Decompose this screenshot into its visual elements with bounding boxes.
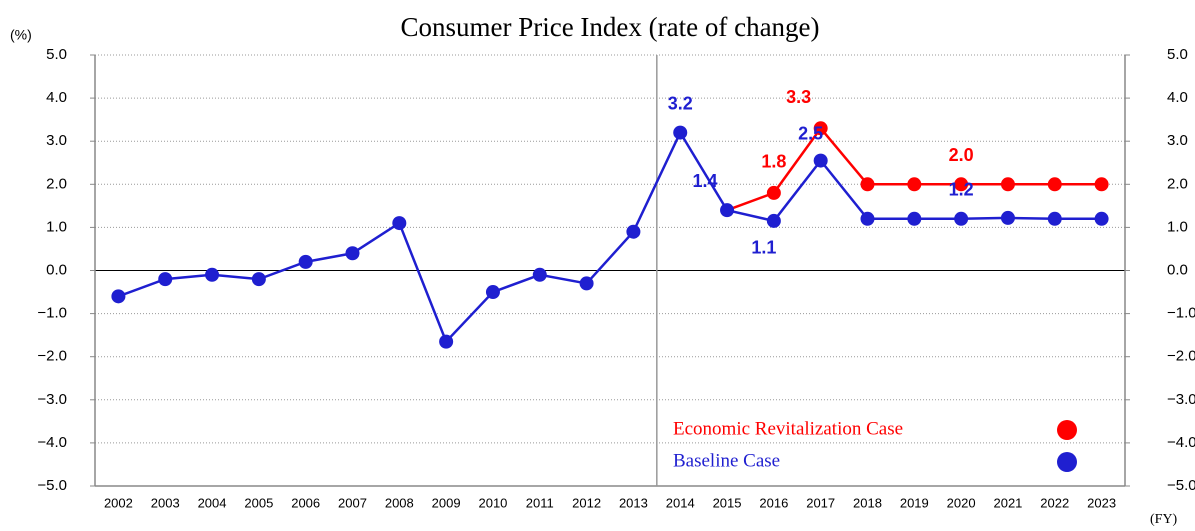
y-tick-label: 5.0 xyxy=(46,46,67,63)
x-tick-label: 2018 xyxy=(853,495,882,510)
point xyxy=(205,267,220,282)
y2-tick-label: −3.0 xyxy=(1167,391,1195,408)
data-label: 1.4 xyxy=(693,171,718,191)
y2-tick-label: −1.0 xyxy=(1167,305,1195,322)
y-tick-label: −2.0 xyxy=(37,348,67,365)
point xyxy=(1094,177,1109,192)
point xyxy=(766,185,781,200)
x-tick-label: 2019 xyxy=(900,495,929,510)
y-tick-label: 1.0 xyxy=(46,218,67,235)
x-tick-label: 2017 xyxy=(806,495,835,510)
point xyxy=(1000,210,1015,225)
point xyxy=(1047,177,1062,192)
y-tick-label: −1.0 xyxy=(37,305,67,322)
y2-tick-label: 3.0 xyxy=(1167,132,1188,149)
data-label: 3.3 xyxy=(786,87,811,107)
x-tick-label: 2003 xyxy=(151,495,180,510)
data-label: 2.5 xyxy=(798,123,823,143)
point xyxy=(860,211,875,226)
point xyxy=(532,267,547,282)
x-tick-label: 2022 xyxy=(1040,495,1069,510)
x-tick-label: 2014 xyxy=(666,495,695,510)
point xyxy=(345,246,360,261)
chart-title: Consumer Price Index (rate of change) xyxy=(400,12,819,42)
x-tick-label: 2002 xyxy=(104,495,133,510)
point xyxy=(766,213,781,228)
x-tick-label: 2004 xyxy=(198,495,227,510)
series-line xyxy=(117,129,1102,344)
legend-marker xyxy=(1057,452,1077,472)
x-tick-label: 2013 xyxy=(619,495,648,510)
legend-label: Baseline Case xyxy=(673,450,780,471)
y-tick-label: −5.0 xyxy=(37,477,67,494)
point xyxy=(626,224,641,239)
point xyxy=(439,334,454,349)
point xyxy=(813,121,828,136)
x-tick-label: 2015 xyxy=(713,495,742,510)
point xyxy=(907,177,922,192)
data-label: 1.1 xyxy=(751,238,776,258)
point xyxy=(720,203,735,218)
point xyxy=(111,289,126,304)
legend-label: Economic Revitalization Case xyxy=(673,418,903,439)
y2-tick-label: −4.0 xyxy=(1167,434,1195,451)
point xyxy=(298,254,313,269)
y2-tick-label: 5.0 xyxy=(1167,46,1188,63)
y-tick-label: −3.0 xyxy=(37,391,67,408)
x-axis-label: (FY) xyxy=(1150,512,1178,527)
x-tick-label: 2023 xyxy=(1087,495,1116,510)
point xyxy=(158,272,173,287)
y2-tick-label: 1.0 xyxy=(1167,218,1188,235)
x-tick-label: 2021 xyxy=(993,495,1022,510)
data-label: 3.2 xyxy=(668,93,693,113)
point xyxy=(1047,211,1062,226)
y-tick-label: 4.0 xyxy=(46,89,67,106)
y-tick-label: −4.0 xyxy=(37,434,67,451)
y2-tick-label: −2.0 xyxy=(1167,348,1195,365)
data-label: 1.2 xyxy=(949,180,974,200)
x-tick-label: 2009 xyxy=(432,495,461,510)
point xyxy=(485,285,500,300)
y-axis-label: (%) xyxy=(10,27,32,43)
point xyxy=(673,125,688,140)
point xyxy=(1094,211,1109,226)
x-tick-label: 2005 xyxy=(244,495,273,510)
legend-marker xyxy=(1057,420,1077,440)
x-tick-label: 2020 xyxy=(947,495,976,510)
data-label: 2.0 xyxy=(949,145,974,165)
x-tick-label: 2016 xyxy=(759,495,788,510)
point xyxy=(1000,177,1015,192)
x-tick-label: 2006 xyxy=(291,495,320,510)
point xyxy=(579,276,594,291)
y2-tick-label: 0.0 xyxy=(1167,261,1188,278)
y-tick-label: 0.0 xyxy=(46,261,67,278)
x-tick-label: 2011 xyxy=(526,495,554,510)
point xyxy=(392,216,407,231)
data-label: 1.8 xyxy=(761,152,786,172)
x-tick-label: 2010 xyxy=(478,495,507,510)
y2-tick-label: 2.0 xyxy=(1167,175,1188,192)
point xyxy=(813,153,828,168)
point xyxy=(907,211,922,226)
x-tick-label: 2007 xyxy=(338,495,367,510)
point xyxy=(954,211,969,226)
y2-tick-label: 4.0 xyxy=(1167,89,1188,106)
point xyxy=(251,272,266,287)
y-tick-label: 2.0 xyxy=(46,175,67,192)
point xyxy=(860,177,875,192)
x-tick-label: 2008 xyxy=(385,495,414,510)
point xyxy=(954,177,969,192)
y-tick-label: 3.0 xyxy=(46,132,67,149)
y2-tick-label: −5.0 xyxy=(1167,477,1195,494)
x-tick-label: 2012 xyxy=(572,495,601,510)
